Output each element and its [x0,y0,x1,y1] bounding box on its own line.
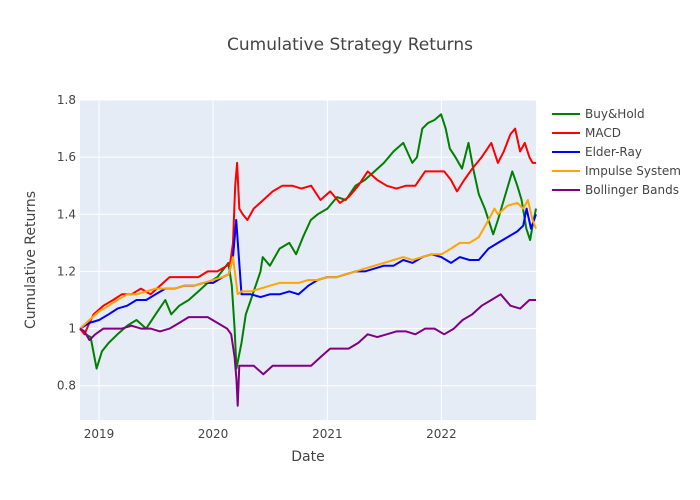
legend-label: Bollinger Bands [585,183,679,197]
y-tick-label: 1.4 [57,207,76,221]
legend-label: Impulse System [585,164,681,178]
chart-title: Cumulative Strategy Returns [227,35,473,55]
x-axis-title: Date [291,449,324,465]
legend-item-bollinger-bands[interactable]: Bollinger Bands [552,183,679,197]
series-line-impulse-system[interactable] [79,199,537,330]
y-tick-label: 1.8 [57,93,76,107]
y-tick-label: 1.2 [57,264,76,278]
x-tick-label: 2019 [84,427,115,441]
y-tick-label: 1.6 [57,150,76,164]
y-axis-ticks: 0.8 1 1.2 1.4 1.6 1.8 [57,93,76,393]
series-line-macd[interactable] [79,127,536,336]
series-line-buy-hold[interactable] [79,113,537,370]
legend-label: Elder-Ray [585,145,642,159]
legend-item-impulse-system[interactable]: Impulse System [552,164,681,178]
legend-label: MACD [585,126,621,140]
x-tick-label: 2021 [312,427,343,441]
y-tick-label: 0.8 [57,379,76,393]
series-line-elder-ray[interactable] [79,207,537,330]
x-axis-ticks: 2019 2020 2021 2022 [84,427,457,441]
x-tick-label: 2022 [426,427,457,441]
legend-item-buy-hold[interactable]: Buy&Hold [552,107,645,121]
legend[interactable]: Buy&Hold MACD Elder-Ray Impulse System Bolli… [552,107,681,197]
x-tick-label: 2020 [198,427,229,441]
legend-item-macd[interactable]: MACD [552,126,621,140]
y-axis-title: Cumulative Returns [23,191,39,329]
series-lines [79,113,537,407]
legend-item-elder-ray[interactable]: Elder-Ray [552,145,642,159]
legend-label: Buy&Hold [585,107,645,121]
grid-lines [80,99,536,420]
series-line-bollinger-bands[interactable] [79,293,536,407]
y-tick-label: 1 [68,322,76,336]
